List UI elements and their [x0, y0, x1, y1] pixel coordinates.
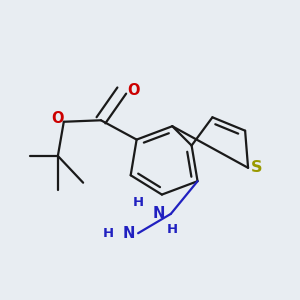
- Text: H: H: [167, 223, 178, 236]
- Text: H: H: [103, 227, 114, 240]
- Text: S: S: [251, 160, 263, 175]
- Text: N: N: [123, 226, 135, 241]
- Text: H: H: [133, 196, 144, 209]
- Text: O: O: [128, 83, 140, 98]
- Text: O: O: [52, 111, 64, 126]
- Text: N: N: [152, 206, 165, 221]
